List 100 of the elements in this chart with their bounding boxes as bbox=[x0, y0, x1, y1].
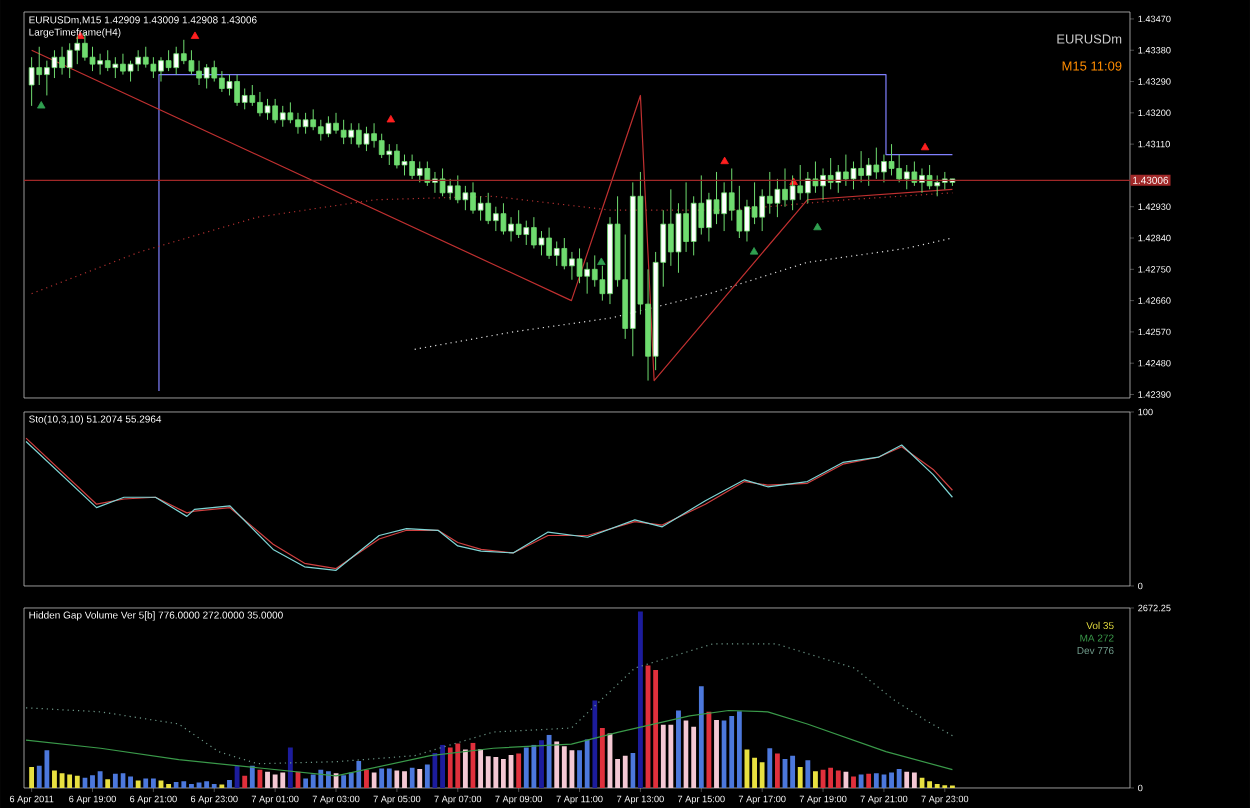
bar bbox=[531, 744, 537, 788]
candlestick bbox=[782, 167, 788, 208]
candlestick bbox=[546, 227, 552, 260]
candlestick bbox=[127, 60, 134, 83]
candlestick bbox=[150, 56, 157, 79]
candlestick bbox=[736, 185, 743, 239]
bar bbox=[135, 780, 141, 788]
bar bbox=[835, 770, 841, 788]
candlestick bbox=[721, 181, 727, 232]
bar bbox=[455, 743, 461, 788]
candlestick bbox=[363, 126, 370, 152]
candlestick bbox=[827, 157, 834, 190]
bar bbox=[622, 755, 628, 788]
candlestick bbox=[295, 112, 301, 135]
candlestick bbox=[751, 181, 758, 225]
bar bbox=[257, 769, 263, 788]
candlestick bbox=[858, 150, 864, 183]
bar bbox=[181, 781, 187, 788]
candlestick bbox=[51, 49, 58, 79]
candlestick bbox=[203, 63, 210, 89]
bar bbox=[813, 771, 818, 788]
bar bbox=[774, 753, 780, 788]
bar bbox=[128, 776, 133, 788]
candlestick bbox=[561, 237, 568, 270]
candlestick bbox=[584, 261, 590, 295]
candlestick bbox=[553, 240, 560, 267]
point bbox=[190, 31, 200, 39]
bar bbox=[516, 753, 522, 788]
candlestick bbox=[325, 115, 332, 138]
point bbox=[813, 222, 822, 231]
bar bbox=[52, 770, 57, 788]
candlestick bbox=[515, 209, 522, 239]
candlestick bbox=[249, 84, 256, 107]
bar bbox=[493, 756, 499, 788]
candlestick bbox=[805, 171, 811, 204]
bar bbox=[440, 744, 445, 788]
line-series bbox=[414, 237, 954, 350]
bar bbox=[462, 749, 468, 788]
bar bbox=[569, 750, 575, 788]
candlestick bbox=[576, 247, 583, 284]
bar bbox=[911, 772, 917, 788]
bar bbox=[767, 748, 773, 788]
candlestick bbox=[104, 49, 111, 72]
candlestick bbox=[690, 195, 697, 256]
bar bbox=[150, 778, 156, 788]
bar bbox=[714, 719, 719, 788]
candlestick bbox=[698, 174, 705, 236]
candlestick bbox=[310, 108, 317, 131]
bar bbox=[371, 772, 377, 788]
bar bbox=[805, 760, 811, 788]
candlestick bbox=[881, 154, 887, 183]
candlestick bbox=[317, 119, 324, 142]
bar bbox=[584, 739, 590, 788]
bar bbox=[112, 773, 118, 788]
candlestick bbox=[865, 157, 872, 187]
candlestick bbox=[896, 154, 902, 183]
bar bbox=[660, 724, 666, 788]
bar bbox=[143, 778, 149, 788]
bar bbox=[386, 768, 392, 788]
candlestick bbox=[234, 74, 240, 107]
bar bbox=[790, 755, 796, 788]
candlestick bbox=[135, 49, 141, 72]
candlestick bbox=[934, 174, 941, 197]
candlestick bbox=[569, 251, 575, 281]
bar bbox=[873, 773, 879, 788]
line-series bbox=[25, 709, 954, 777]
bar bbox=[74, 775, 80, 788]
bar bbox=[889, 772, 894, 788]
candlestick bbox=[333, 112, 339, 135]
candlestick bbox=[531, 216, 537, 249]
candlestick bbox=[591, 254, 598, 288]
candlestick bbox=[356, 122, 362, 149]
bar bbox=[866, 773, 872, 788]
candlestick bbox=[903, 164, 910, 190]
candlestick bbox=[919, 167, 925, 194]
bar bbox=[729, 715, 735, 788]
bar bbox=[29, 767, 35, 788]
candlestick bbox=[759, 188, 766, 232]
bar bbox=[706, 711, 712, 788]
candlestick bbox=[173, 46, 180, 76]
bar bbox=[904, 771, 910, 788]
bar bbox=[227, 779, 232, 788]
bar bbox=[546, 734, 552, 788]
bar bbox=[242, 775, 248, 788]
bar bbox=[523, 747, 529, 788]
candlestick bbox=[766, 171, 773, 215]
bar bbox=[310, 774, 316, 788]
bar bbox=[265, 771, 270, 788]
bar bbox=[828, 767, 834, 788]
bar bbox=[896, 769, 902, 788]
bar bbox=[653, 670, 659, 788]
candlestick bbox=[158, 56, 164, 83]
candlestick bbox=[416, 161, 423, 183]
point bbox=[749, 247, 759, 255]
candlestick bbox=[683, 181, 689, 253]
candlestick bbox=[264, 98, 271, 121]
bar bbox=[356, 761, 362, 788]
candlestick bbox=[241, 87, 248, 110]
bar bbox=[447, 747, 453, 788]
bar bbox=[539, 740, 544, 788]
